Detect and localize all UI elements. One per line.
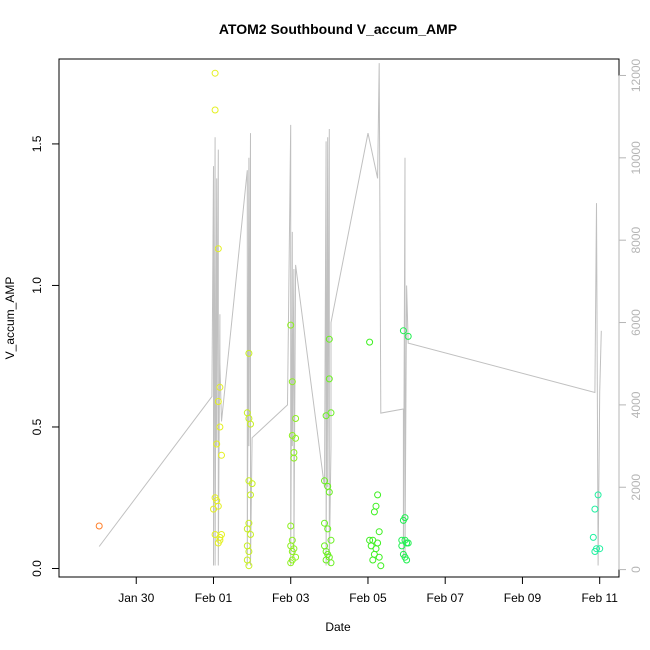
data-point (245, 562, 253, 570)
data-point (247, 420, 254, 428)
y-tick-label-right: 10000 (629, 141, 643, 175)
data-point (591, 548, 599, 555)
data-point (218, 451, 225, 459)
data-point (399, 516, 407, 524)
data-point (290, 454, 298, 462)
y-axis-label: V_accum_AMP (3, 277, 17, 360)
data-point (247, 491, 254, 499)
data-point (404, 332, 412, 340)
y-tick-label-left: 0.5 (30, 418, 44, 435)
data-point (366, 338, 374, 346)
axes-layer: Jan 30 Feb 01 Feb 03 Feb 05 Feb 07 Feb 09 Feb … (30, 58, 643, 605)
data-point (216, 423, 224, 431)
data-point (288, 548, 296, 555)
data-point (589, 533, 597, 541)
data-point (403, 556, 411, 564)
data-point (399, 327, 407, 335)
x-tick-label: Feb 01 (195, 591, 233, 605)
data-point (321, 477, 328, 485)
y-tick-label-left: 0.0 (30, 560, 44, 577)
plot-frame (58, 58, 620, 578)
data-point (211, 69, 219, 77)
x-axis-label: Date (325, 620, 351, 634)
chart-title: ATOM2 Southbound V_accum_AMP (219, 21, 457, 37)
data-point (292, 434, 300, 442)
data-point (218, 531, 225, 538)
x-tick-label: Feb 07 (427, 591, 465, 605)
data-point (214, 539, 222, 547)
data-point (211, 106, 219, 114)
data-point (591, 505, 599, 513)
x-tick-label: Feb 05 (349, 591, 387, 605)
data-point (95, 522, 103, 530)
y-tick-label-right: 6000 (629, 309, 643, 336)
y-tick-label-right: 0 (629, 566, 643, 573)
data-point (594, 491, 602, 499)
x-tick-label: Feb 03 (272, 591, 310, 605)
data-point (292, 415, 300, 422)
y-tick-label-right: 12000 (629, 58, 643, 92)
data-point (372, 502, 380, 510)
data-point (325, 335, 333, 343)
data-point (372, 545, 380, 553)
data-point (214, 245, 222, 253)
data-point (243, 525, 251, 533)
data-point (288, 378, 296, 386)
x-tick-label: Feb 09 (504, 591, 542, 605)
y-tick-label-right: 2000 (629, 474, 643, 501)
data-point (370, 508, 378, 516)
data-point (214, 398, 222, 405)
data-point (248, 480, 256, 488)
data-point (375, 528, 383, 536)
data-point (327, 536, 335, 544)
data-point (325, 375, 333, 383)
data-point (369, 556, 377, 564)
points-layer (95, 69, 604, 570)
right-axis-line-layer (98, 63, 602, 566)
data-point (322, 412, 330, 420)
data-point (245, 548, 253, 555)
y-tick-label-left: 1.5 (30, 135, 44, 152)
data-point (288, 556, 296, 564)
data-point (245, 349, 253, 357)
data-point (287, 321, 295, 329)
x-tick-label: Jan 30 (118, 591, 154, 605)
data-point (377, 562, 385, 570)
data-point (216, 383, 224, 391)
data-point (247, 531, 254, 538)
y-tick-label-left: 1.0 (30, 277, 44, 294)
data-point (324, 525, 332, 533)
data-point (404, 539, 412, 547)
right-series-line (98, 63, 602, 566)
data-point (398, 542, 406, 550)
data-point (287, 522, 295, 530)
data-point (321, 519, 328, 527)
y-tick-label-right: 8000 (629, 227, 643, 254)
data-point (214, 502, 222, 510)
data-point (375, 553, 383, 561)
data-point (374, 491, 382, 499)
data-point (213, 440, 221, 448)
data-point (374, 539, 382, 547)
x-tick-label: Feb 11 (581, 591, 618, 605)
data-point (325, 488, 333, 496)
data-point (327, 559, 335, 567)
y-tick-label-right: 4000 (629, 391, 643, 418)
